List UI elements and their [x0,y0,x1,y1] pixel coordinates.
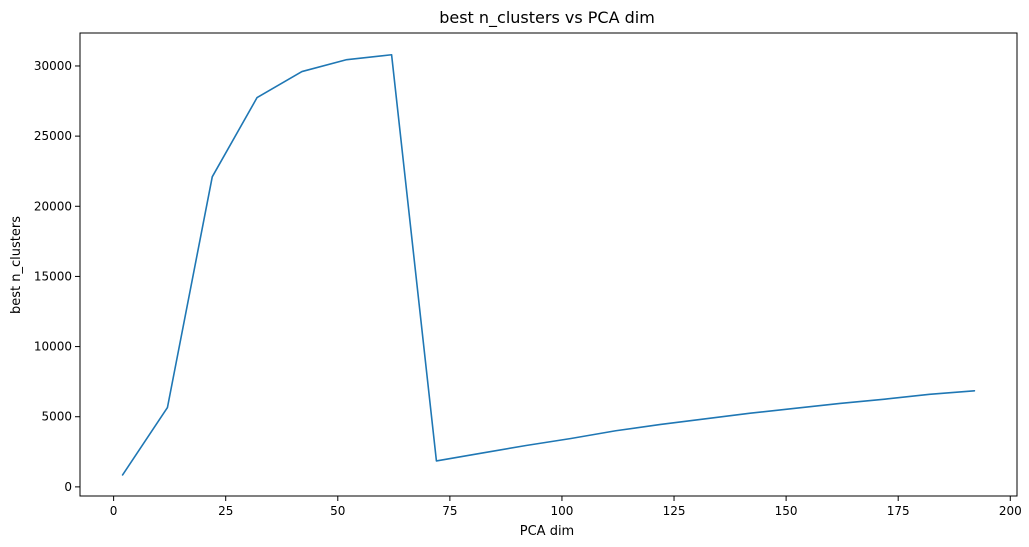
y-axis: 0 5000 10000 15000 20000 25000 30000 [34,59,80,494]
y-tick-label: 10000 [34,340,72,354]
y-axis-label: best n_clusters [9,216,24,314]
y-tick-label: 5000 [41,410,72,424]
y-tick-label: 20000 [34,199,72,213]
x-tick-label: 25 [218,504,233,518]
x-axis: 0 25 50 75 100 125 150 175 200 [110,496,1022,518]
y-tick-label: 15000 [34,269,72,283]
y-tick-label: 25000 [34,129,72,143]
x-tick-label: 75 [442,504,457,518]
x-tick-label: 0 [110,504,118,518]
x-tick-label: 50 [330,504,345,518]
x-tick-label: 200 [999,504,1022,518]
x-tick-label: 125 [663,504,686,518]
y-tick-label: 0 [64,480,72,494]
x-tick-label: 150 [775,504,798,518]
x-tick-label: 175 [887,504,910,518]
x-axis-label: PCA dim [520,524,574,539]
series-layer [121,53,976,476]
chart-title: best n_clusters vs PCA dim [439,8,655,28]
plot-frame [79,32,1018,497]
x-tick-label: 100 [550,504,573,518]
plot-border [79,32,1018,497]
y-tick-label: 30000 [34,59,72,73]
series-line [121,53,976,476]
